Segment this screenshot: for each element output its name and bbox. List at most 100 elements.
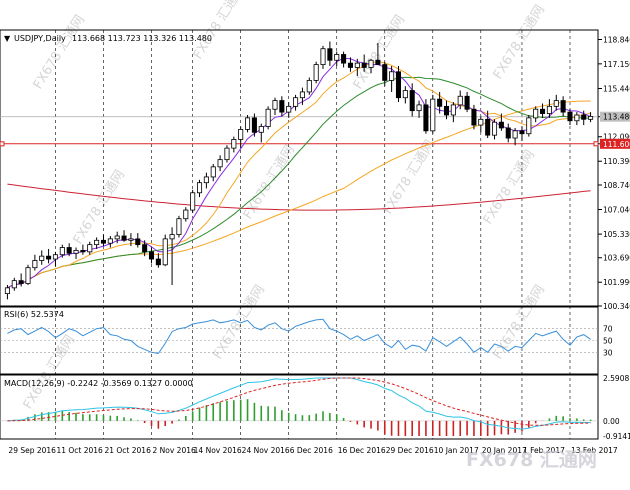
y-tick-label: 111.600 [603, 140, 630, 149]
candle-body [107, 238, 113, 244]
candle-body [334, 54, 340, 61]
candle-body [210, 166, 216, 178]
candle-body [478, 118, 484, 126]
candle-body [66, 247, 72, 254]
candle-body [4, 287, 10, 295]
candle-body [251, 117, 257, 133]
candle-body [526, 117, 532, 135]
candle-body [341, 54, 347, 64]
y-tick-label: 110.390 [603, 157, 630, 166]
y-tick-label: 113.480 [603, 113, 630, 122]
candle-body [231, 139, 237, 149]
x-tick-label: 10 Jan 2017 [434, 446, 479, 455]
rsi-series-layer [0, 318, 598, 355]
candle-body [73, 249, 79, 254]
price-label-background [600, 138, 630, 149]
candle-body [498, 121, 504, 129]
candle-body [128, 238, 134, 241]
candle-body [567, 111, 573, 122]
candle-body [94, 239, 100, 246]
candle-body [491, 121, 498, 136]
mid-moving-average-line [7, 60, 591, 289]
x-tick-label: 20 Jan 2017 [482, 446, 527, 455]
candle-body [416, 104, 422, 112]
candle-body [59, 247, 65, 256]
candle-body [286, 105, 292, 113]
candle-body [320, 48, 326, 65]
candle-body [368, 59, 374, 68]
candle-body [299, 91, 305, 99]
candle-body [245, 117, 251, 130]
rsi-tick-label: 50 [603, 337, 613, 346]
candle-body [224, 147, 230, 161]
main-panel-frame [0, 29, 599, 307]
candle-body [361, 62, 367, 68]
price-series-layer [0, 41, 599, 300]
candle-body [382, 64, 388, 81]
symbol-arrow-icon[interactable]: ▼ [4, 34, 11, 43]
candle-body [443, 105, 450, 116]
macd-panel-frame [0, 374, 599, 440]
trend-moving-average-line [7, 76, 591, 289]
x-tick-label: 6 Dec 2016 [290, 446, 333, 455]
candle-body [375, 59, 381, 65]
candle-body [505, 127, 511, 139]
macd-tick-label: 2.5908 [603, 374, 629, 383]
candle-body [347, 62, 353, 68]
rsi-tick-label: 70 [603, 325, 613, 334]
candle-body [52, 254, 58, 260]
candle-body [18, 280, 24, 284]
vertical-period-separators [55, 30, 571, 439]
candle-body [588, 116, 594, 120]
chart-symbol-label: USDJPY,Daily [14, 34, 66, 43]
candle-body [46, 255, 52, 260]
candle-body [457, 95, 463, 106]
candle-body [313, 64, 319, 81]
candle-body [450, 104, 456, 116]
candle-body [100, 239, 107, 244]
candle-body [409, 90, 415, 112]
candle-body [169, 234, 175, 240]
y-tick-label: 101.990 [603, 278, 630, 287]
slow-moving-average-line [7, 183, 591, 211]
candle-body [540, 108, 546, 114]
footer-logo: FX678 汇通网 [466, 449, 597, 471]
candle-body [258, 126, 264, 133]
candle-body [279, 100, 285, 113]
x-tick-label: 21 Oct 2016 [104, 446, 151, 455]
macd-tick-label: 0.00 [603, 417, 620, 426]
candle-body [39, 255, 45, 261]
candle-body [560, 100, 566, 113]
candle-body [546, 105, 552, 114]
x-tick-label: 1 Feb 2017 [523, 446, 565, 455]
x-tick-label: 13 Feb 2017 [571, 446, 618, 455]
support-line-handle[interactable] [0, 141, 5, 147]
candle-body [11, 280, 17, 289]
price-label-background [600, 111, 630, 122]
candle-body [25, 267, 31, 284]
candle-body [354, 62, 360, 68]
candle-body [574, 114, 580, 122]
candle-body [142, 244, 148, 253]
candle-body [176, 218, 182, 235]
main-price-panel [0, 29, 599, 307]
candle-body [135, 238, 141, 246]
candle-body [512, 130, 518, 139]
x-tick-label: 2 Nov 2016 [153, 446, 196, 455]
candle-body [423, 104, 429, 132]
candle-body [87, 244, 93, 253]
macd-line [7, 377, 591, 430]
candle-body [80, 249, 86, 253]
y-tick-label: 117.150 [603, 60, 630, 69]
macd-series-layer [0, 377, 598, 436]
x-tick-label: 14 Nov 2016 [194, 446, 242, 455]
candle-body [190, 192, 196, 211]
candle-body [148, 251, 155, 260]
candle-body [155, 258, 161, 266]
candle-body [519, 130, 525, 135]
y-tick-label: 118.840 [603, 36, 630, 45]
x-tick-label: 11 Oct 2016 [56, 446, 103, 455]
support-line-handle[interactable] [593, 141, 599, 147]
candle-body [217, 159, 223, 168]
